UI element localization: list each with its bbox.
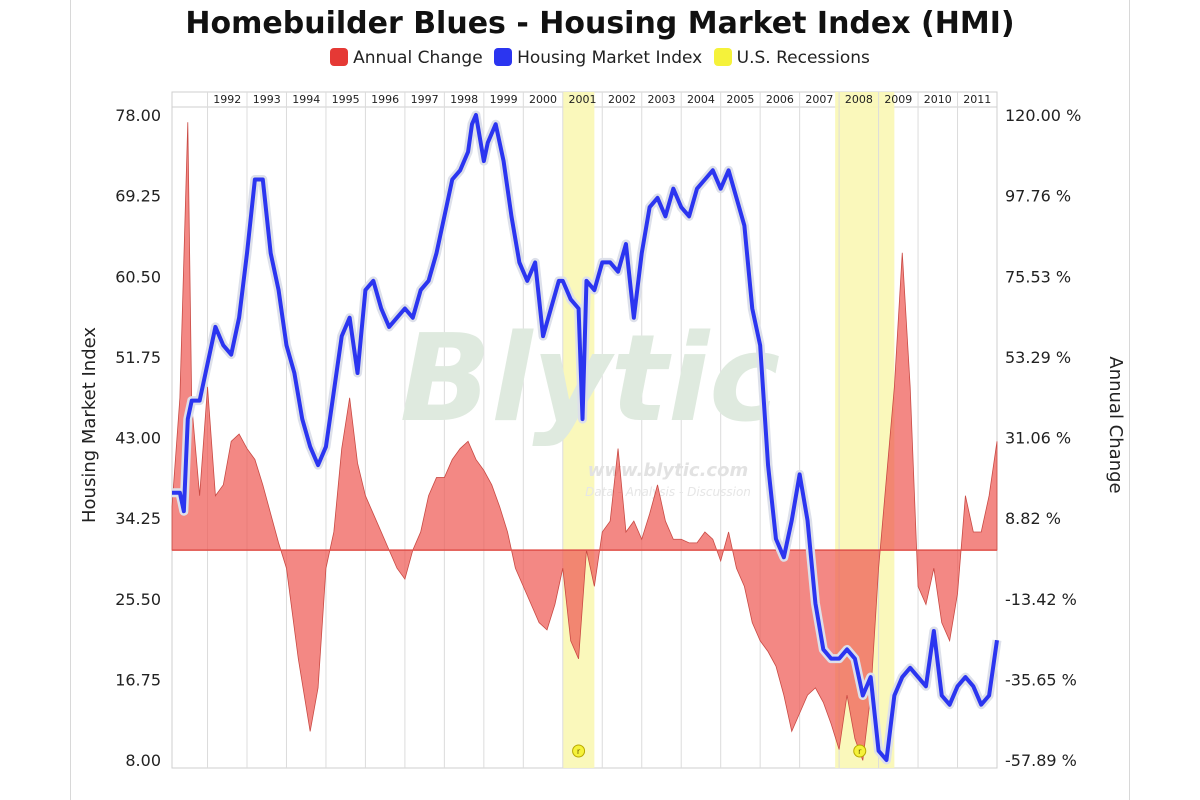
year-tick-label: 2009 bbox=[884, 93, 912, 106]
y2-tick-label: 120.00 % bbox=[1005, 106, 1081, 125]
y-axis-title: Housing Market Index bbox=[79, 327, 100, 523]
legend-item-us-recessions[interactable]: U.S. Recessions bbox=[713, 48, 870, 68]
watermark-brand: Blytic bbox=[400, 310, 780, 449]
year-tick-label: 1998 bbox=[450, 93, 478, 106]
year-tick-label: 2008 bbox=[845, 93, 873, 106]
year-tick-label: 2000 bbox=[529, 93, 557, 106]
y-tick-label: 16.75 bbox=[115, 670, 161, 689]
year-tick-label: 1999 bbox=[490, 93, 518, 106]
legend-label: Housing Market Index bbox=[517, 48, 703, 68]
chart-title: Homebuilder Blues - Housing Market Index… bbox=[185, 6, 1015, 41]
year-tick-label: 2010 bbox=[924, 93, 952, 106]
y2-tick-label: 31.06 % bbox=[1005, 429, 1071, 448]
watermark: Blytic www.blytic.com Data - Analysis - Di… bbox=[400, 310, 780, 499]
recession-marker bbox=[853, 744, 867, 758]
legend-swatch-annual-change bbox=[330, 48, 349, 66]
legend: Annual Change Housing Market Index U.S. … bbox=[0, 48, 1200, 68]
y2-tick-label: 75.53 % bbox=[1005, 267, 1071, 286]
year-tick-label: 2006 bbox=[766, 93, 794, 106]
legend-label: Annual Change bbox=[353, 48, 483, 68]
year-tick-label: 2002 bbox=[608, 93, 636, 106]
y2-tick-label: -35.65 % bbox=[1005, 670, 1077, 689]
y-tick-label: 78.00 bbox=[115, 106, 161, 125]
y-tick-label: 51.75 bbox=[115, 348, 161, 367]
recession-marker-label: r bbox=[577, 747, 581, 756]
legend-item-annual-change[interactable]: Annual Change bbox=[330, 48, 483, 68]
year-tick-label: 1992 bbox=[213, 93, 241, 106]
hmi-line-path bbox=[172, 113, 999, 762]
year-tick-label: 1995 bbox=[332, 93, 360, 106]
y-tick-label: 43.00 bbox=[115, 429, 161, 448]
year-tick-label: 1993 bbox=[253, 93, 281, 106]
y2-tick-label: 8.82 % bbox=[1005, 509, 1061, 528]
year-tick-label: 1994 bbox=[292, 93, 320, 106]
y-axis-right: 120.00 % 97.76 % 75.53 % 53.29 % 31.06 % 8.82… bbox=[1005, 106, 1126, 770]
y-tick-label: 60.50 bbox=[115, 267, 161, 286]
y-tick-label: 69.25 bbox=[115, 187, 161, 206]
year-tick-label: 1996 bbox=[371, 93, 399, 106]
year-tick-label: 2003 bbox=[647, 93, 675, 106]
y2-axis-title: Annual Change bbox=[1105, 356, 1126, 493]
hmi-line bbox=[172, 110, 1002, 765]
watermark-url: www.blytic.com bbox=[588, 460, 748, 481]
year-tick-label: 2004 bbox=[687, 93, 715, 106]
x-axis: 1992 1993 1994 1995 1996 1997 1998 1999 2000 2001… bbox=[213, 93, 991, 106]
y2-tick-label: 97.76 % bbox=[1005, 187, 1071, 206]
year-tick-label: 2001 bbox=[569, 93, 597, 106]
year-tick-label: 2011 bbox=[963, 93, 991, 106]
recession-marker-label: r bbox=[858, 747, 862, 756]
y2-tick-label: -57.89 % bbox=[1005, 751, 1077, 770]
legend-item-housing-market-index[interactable]: Housing Market Index bbox=[494, 48, 702, 68]
y-tick-label: 25.50 bbox=[115, 590, 161, 609]
year-tick-label: 2007 bbox=[805, 93, 833, 106]
year-tick-label: 2005 bbox=[726, 93, 754, 106]
y2-tick-label: -13.42 % bbox=[1005, 590, 1077, 609]
y-axis-left: 78.00 69.25 60.50 51.75 43.00 34.25 25.50 16.75… bbox=[79, 106, 161, 770]
y-tick-label: 8.00 bbox=[125, 751, 161, 770]
y-tick-label: 34.25 bbox=[115, 509, 161, 528]
chart-frame bbox=[70, 0, 1130, 800]
y2-tick-label: 53.29 % bbox=[1005, 348, 1071, 367]
year-tick-label: 1997 bbox=[411, 93, 439, 106]
recession-marker bbox=[572, 744, 586, 758]
legend-swatch-us-recessions bbox=[713, 48, 732, 66]
watermark-tagline: Data - Analysis - Discussion bbox=[585, 485, 751, 499]
legend-label: U.S. Recessions bbox=[736, 48, 870, 68]
legend-swatch-housing-market-index bbox=[494, 48, 513, 66]
